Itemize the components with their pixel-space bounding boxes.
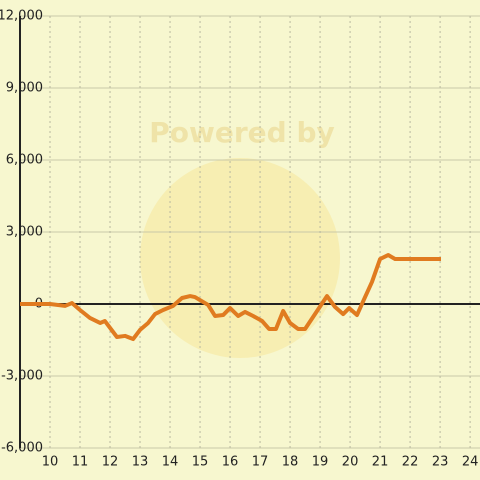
x-tick-label: 20 xyxy=(342,455,359,470)
x-tick-label: 13 xyxy=(132,455,149,470)
y-tick-label: -6,000 xyxy=(1,441,43,456)
x-tick-label: 19 xyxy=(312,455,329,470)
data-line xyxy=(20,253,441,342)
x-tick-label: 14 xyxy=(162,455,179,470)
x-tick-label: 24 xyxy=(462,455,479,470)
y-tick-label: 12,000 xyxy=(0,9,43,24)
x-tick-label: 21 xyxy=(372,455,389,470)
y-tick-label: 9,000 xyxy=(6,81,43,96)
x-tick-label: 17 xyxy=(252,455,269,470)
x-tick-label: 11 xyxy=(72,455,89,470)
x-tick-label: 18 xyxy=(282,455,299,470)
watermark-text: Powered by xyxy=(149,116,335,149)
y-tick-label: 3,000 xyxy=(6,225,43,240)
x-tick-label: 12 xyxy=(102,455,119,470)
x-tick-label: 16 xyxy=(222,455,239,470)
x-tick-label: 10 xyxy=(42,455,59,470)
y-tick-label: -3,000 xyxy=(1,369,43,384)
x-tick-label: 22 xyxy=(402,455,419,470)
x-tick-label: 15 xyxy=(192,455,209,470)
x-tick-label: 23 xyxy=(432,455,449,470)
y-tick-label: 6,000 xyxy=(6,153,43,168)
